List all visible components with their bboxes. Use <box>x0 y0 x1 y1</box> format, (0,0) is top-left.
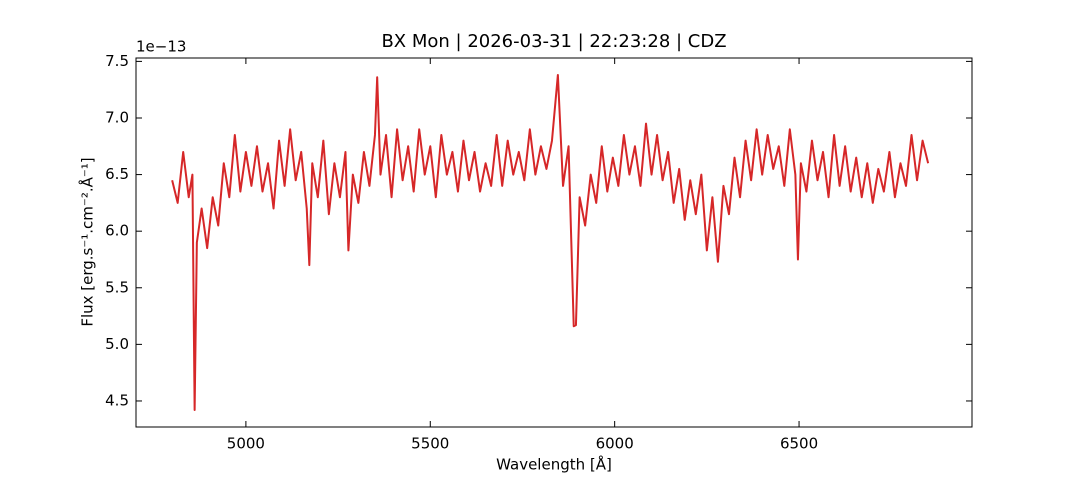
x-tick-label: 6000 <box>596 435 634 453</box>
plot-frame <box>135 57 973 428</box>
x-tick-label: 6500 <box>780 435 818 453</box>
y-tick-label: 5.0 <box>105 335 129 353</box>
chart-title: BX Mon | 2026-03-31 | 22:23:28 | CDZ <box>381 31 726 52</box>
spectrum-line <box>171 73 930 412</box>
x-tick-label: 5000 <box>227 435 265 453</box>
y-axis-label: Flux [erg.s⁻¹.cm⁻².Å⁻¹] <box>78 157 97 326</box>
y-tick-label: 5.5 <box>105 278 129 296</box>
y-offset-label: 1e−13 <box>136 38 186 56</box>
x-axis-label: Wavelength [Å] <box>496 455 612 474</box>
y-tick-label: 6.5 <box>105 165 129 183</box>
y-tick-label: 6.0 <box>105 222 129 240</box>
x-tick-label: 5500 <box>411 435 449 453</box>
y-tick-label: 7.5 <box>105 52 129 70</box>
y-tick-label: 7.0 <box>105 108 129 126</box>
y-tick-label: 4.5 <box>105 391 129 409</box>
